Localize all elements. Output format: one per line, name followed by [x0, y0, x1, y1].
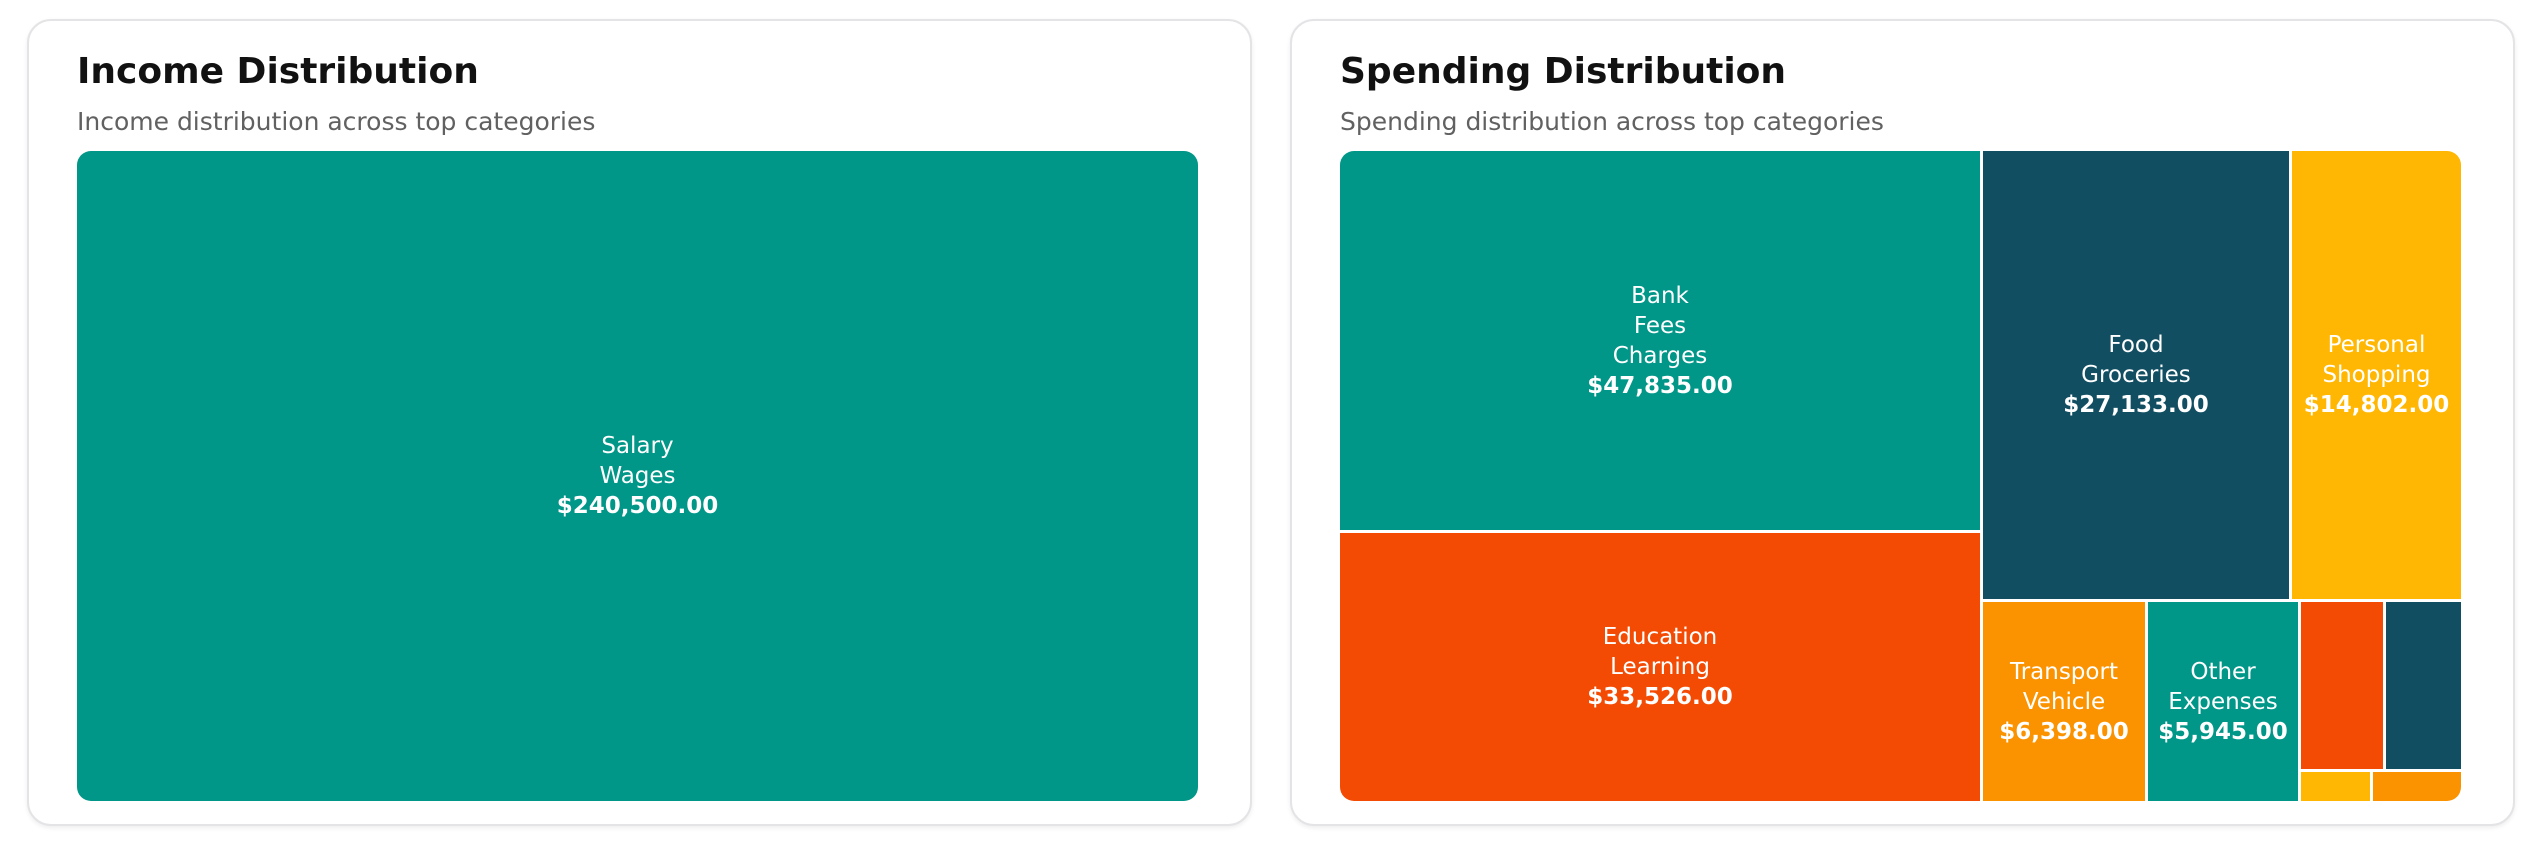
treemap-tile-education-learning[interactable]: Education Learning $33,526.00 [1340, 533, 1980, 801]
tile-label-group: Transport Vehicle $6,398.00 [1999, 657, 2129, 747]
treemap-tile-small-8[interactable] [2301, 772, 2370, 801]
tile-label-line: Food [2108, 332, 2164, 358]
tile-label-line: Learning [1610, 654, 1710, 680]
spending-treemap: Bank Fees Charges $47,835.00 Education Learni… [1340, 151, 2461, 801]
tile-label-line: Vehicle [2022, 688, 2106, 715]
tile-label-line: Transport [2010, 658, 2118, 685]
tile-label-group: Food Groceries $27,133.00 [2063, 330, 2209, 420]
tile-label-line: Salary [601, 433, 674, 459]
treemap-tile-transport-vehicle[interactable]: Transport Vehicle $6,398.00 [1983, 602, 2145, 801]
treemap-tile-small-9[interactable] [2373, 772, 2461, 801]
tile-label-line: Bank [1631, 282, 1689, 309]
tile-value-label: $27,133.00 [2063, 392, 2209, 418]
treemap-tile-bank-fees-charges[interactable]: Bank Fees Charges $47,835.00 [1340, 151, 1980, 530]
spending-card-subtitle: Spending distribution across top categor… [1340, 107, 1884, 136]
tile-value-label: $47,835.00 [1587, 372, 1733, 399]
tile-value-label: $6,398.00 [1999, 718, 2129, 745]
tile-label-group: Education Learning $33,526.00 [1587, 622, 1733, 712]
tile-label-line: Shopping [2322, 362, 2431, 388]
treemap-tile-small-7[interactable] [2386, 602, 2461, 769]
tile-label-group: Bank Fees Charges $47,835.00 [1587, 281, 1733, 401]
tile-label-group: Personal Shopping $14,802.00 [2304, 330, 2450, 420]
tile-value-label: $14,802.00 [2303, 392, 2450, 418]
tile-label-line: Education [1602, 624, 1718, 650]
spending-card-title: Spending Distribution [1340, 51, 1787, 92]
treemap-tile-small-6[interactable] [2301, 602, 2383, 769]
treemap-tile-other-expenses[interactable]: Other Expenses $5,945.00 [2148, 602, 2298, 801]
treemap-tile-salary-wages[interactable]: Salary Wages $240,500.00 [77, 151, 1198, 801]
tile-label-line: Other [2190, 658, 2256, 685]
tile-label-group: Salary Wages $240,500.00 [557, 431, 719, 521]
tile-value-label: $240,500.00 [556, 493, 719, 519]
tile-value-label: $5,945.00 [2158, 718, 2288, 745]
spending-distribution-card: Spending Distribution Spending distribut… [1290, 19, 2515, 826]
tile-label-line: Groceries [2081, 362, 2191, 388]
treemap-tile-personal-shopping[interactable]: Personal Shopping $14,802.00 [2292, 151, 2461, 599]
tile-value-label: $33,526.00 [1587, 684, 1733, 710]
income-distribution-card: Income Distribution Income distribution … [27, 19, 1252, 826]
treemap-tile-food-groceries[interactable]: Food Groceries $27,133.00 [1983, 151, 2289, 599]
income-treemap: Salary Wages $240,500.00 [77, 151, 1198, 801]
tile-label-line: Fees [1633, 312, 1687, 339]
income-card-subtitle: Income distribution across top categorie… [77, 107, 596, 136]
tile-label-line: Wages [599, 463, 676, 489]
tile-label-line: Personal [2327, 332, 2426, 358]
income-card-title: Income Distribution [77, 51, 479, 92]
tile-label-line: Expenses [2168, 688, 2278, 715]
tile-label-line: Charges [1612, 342, 1708, 369]
tile-label-group: Other Expenses $5,945.00 [2158, 657, 2288, 747]
